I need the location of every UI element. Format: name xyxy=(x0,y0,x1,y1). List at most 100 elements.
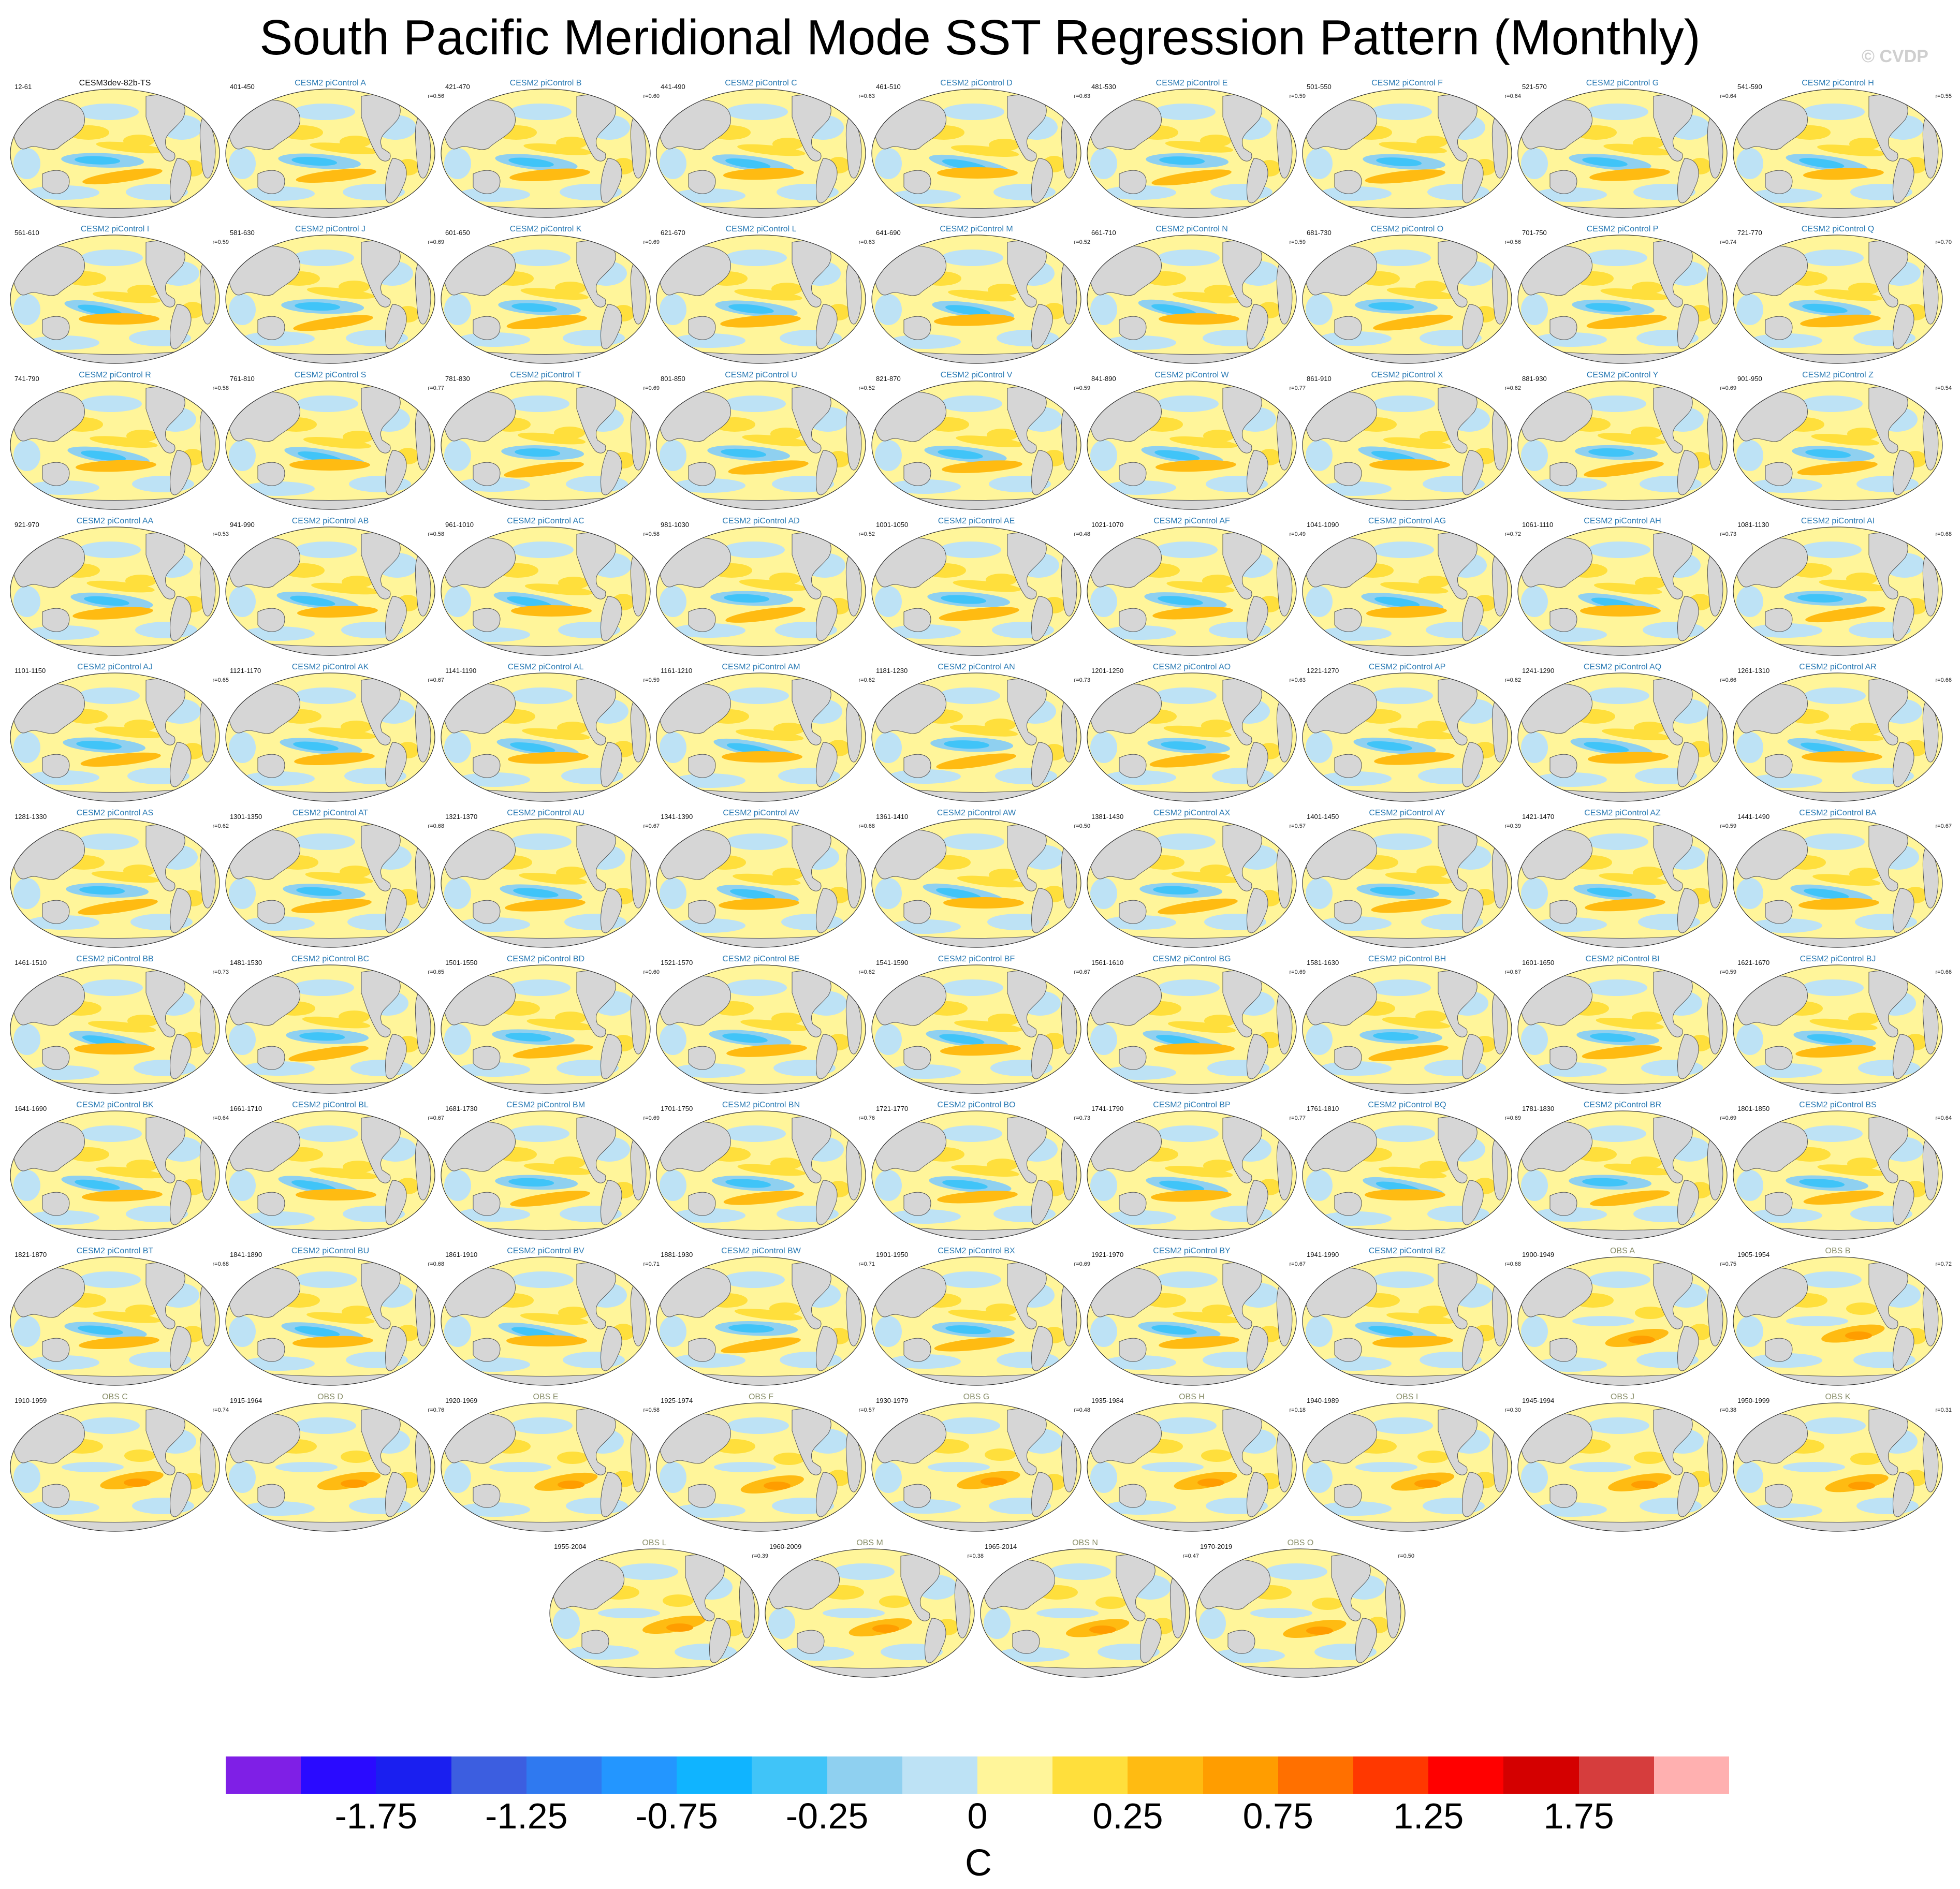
panel-period: 1521-1570 xyxy=(661,959,693,967)
panel-pattern-correlation: r=0.68 xyxy=(212,1261,229,1267)
colorbar-tick-label: 1.25 xyxy=(1393,1796,1464,1836)
panel-pattern-correlation: r=0.73 xyxy=(1720,531,1737,537)
panel-title: CESM2 piControl BB xyxy=(76,955,154,963)
panel-pattern-correlation: r=0.69 xyxy=(428,239,445,245)
colorbar-swatch xyxy=(1578,1756,1655,1794)
panel-period: 761-810 xyxy=(230,375,255,383)
panel-period: 1261-1310 xyxy=(1737,667,1770,675)
panel-period: 721-770 xyxy=(1737,229,1762,237)
panel-period: 481-530 xyxy=(1091,83,1116,91)
panel-pattern-correlation: r=0.55 xyxy=(1935,93,1952,99)
sst-regression-map xyxy=(225,380,435,510)
map-panel: 861-910 CESM2 piControl X r=0.62 xyxy=(1298,368,1521,514)
panel-title: CESM2 piControl X xyxy=(1371,371,1443,379)
sst-regression-map xyxy=(871,1110,1081,1240)
panel-pattern-correlation: r=0.39 xyxy=(752,1553,769,1559)
colorbar-swatch xyxy=(1052,1756,1128,1794)
panel-period: 561-610 xyxy=(14,229,39,237)
sst-regression-map xyxy=(10,1110,220,1240)
map-panel: 481-530 CESM2 piControl E r=0.59 xyxy=(1083,76,1306,222)
panel-pattern-correlation: r=0.76 xyxy=(428,1407,445,1413)
panel-pattern-correlation: r=0.49 xyxy=(1289,531,1306,537)
colorbar-swatch xyxy=(1278,1756,1354,1794)
panel-pattern-correlation: r=0.64 xyxy=(1935,1115,1952,1121)
panel-pattern-correlation: r=0.59 xyxy=(1720,823,1737,829)
panel-period: 701-750 xyxy=(1522,229,1547,237)
map-panel: 1201-1250 CESM2 piControl AO r=0.63 xyxy=(1083,660,1306,806)
panel-title: CESM2 piControl BX xyxy=(938,1247,1015,1255)
panel-pattern-correlation: r=0.67 xyxy=(1935,823,1952,829)
map-panel: 1935-1984 OBS H r=0.18 xyxy=(1083,1389,1306,1535)
sst-regression-map xyxy=(225,964,435,1094)
sst-regression-map xyxy=(980,1548,1190,1678)
panel-title: CESM2 piControl AB xyxy=(291,517,369,525)
sst-regression-map xyxy=(1733,380,1943,510)
panel-period: 1001-1050 xyxy=(876,521,909,529)
sst-regression-map xyxy=(10,672,220,802)
panel-pattern-correlation: r=0.73 xyxy=(212,969,229,975)
panel-title: CESM2 piControl BV xyxy=(507,1247,584,1255)
panel-period: 501-550 xyxy=(1307,83,1332,91)
panel-period: 841-890 xyxy=(1091,375,1116,383)
panel-pattern-correlation: r=0.60 xyxy=(643,93,660,99)
panel-title: CESM2 piControl BA xyxy=(1799,809,1877,817)
panel-title: CESM2 piControl AM xyxy=(722,663,800,671)
panel-pattern-correlation: r=0.59 xyxy=(1289,93,1306,99)
sst-regression-map xyxy=(1302,964,1512,1094)
map-panel: 1121-1170 CESM2 piControl AK r=0.67 xyxy=(222,660,444,806)
panel-period: 661-710 xyxy=(1091,229,1116,237)
panel-pattern-correlation: r=0.58 xyxy=(643,531,660,537)
panel-title: CESM2 piControl R xyxy=(79,371,151,379)
sst-regression-map xyxy=(765,1548,975,1678)
panel-pattern-correlation: r=0.53 xyxy=(212,531,229,537)
panel-title: CESM2 piControl BK xyxy=(76,1101,154,1109)
panel-pattern-correlation: r=0.59 xyxy=(643,677,660,683)
sst-regression-map xyxy=(441,1110,651,1240)
panel-title: CESM2 piControl G xyxy=(1586,79,1659,87)
sst-regression-map xyxy=(1733,1110,1943,1240)
map-panel: 1721-1770 CESM2 piControl BO r=0.73 xyxy=(868,1097,1090,1243)
colorbar-tick-label: -1.25 xyxy=(485,1796,568,1836)
sst-regression-map xyxy=(871,1256,1081,1386)
panel-title: CESM2 piControl BH xyxy=(1368,955,1446,963)
sst-regression-map xyxy=(1302,1256,1512,1386)
map-panel: 441-490 CESM2 piControl C r=0.63 xyxy=(652,76,875,222)
panel-title: CESM2 piControl AX xyxy=(1153,809,1231,817)
sst-regression-map xyxy=(549,1548,759,1678)
map-panel: 841-890 CESM2 piControl W r=0.77 xyxy=(1083,368,1306,514)
map-panel: 921-970 CESM2 piControl AA r=0.53 xyxy=(6,514,229,660)
sst-regression-map xyxy=(1302,526,1512,656)
sst-regression-map xyxy=(871,672,1081,802)
sst-regression-map xyxy=(1733,526,1943,656)
map-panel: 1061-1110 CESM2 piControl AH r=0.73 xyxy=(1514,514,1736,660)
colorbar-swatch xyxy=(451,1756,527,1794)
map-panel: 1965-2014 OBS N r=0.47 xyxy=(976,1535,1199,1681)
panel-title: CESM2 piControl A xyxy=(295,79,366,87)
panel-period: 781-830 xyxy=(445,375,470,383)
panel-pattern-correlation: r=0.73 xyxy=(1074,677,1091,683)
map-panel-grid: 12-61 CESM3dev-82b-TS 401-450 CESM2 piContr… xyxy=(6,76,1952,1681)
panel-period: 1721-1770 xyxy=(876,1105,909,1112)
panel-pattern-correlation: r=0.59 xyxy=(212,239,229,245)
sst-regression-map xyxy=(1733,89,1943,218)
panel-period: 961-1010 xyxy=(445,521,474,529)
panel-period: 601-650 xyxy=(445,229,470,237)
panel-pattern-correlation: r=0.67 xyxy=(428,1115,445,1121)
panel-title: CESM2 piControl I xyxy=(80,225,150,233)
sst-regression-map xyxy=(1302,1110,1512,1240)
panel-pattern-correlation: r=0.77 xyxy=(1289,385,1306,391)
panel-pattern-correlation: r=0.69 xyxy=(1289,969,1306,975)
panel-pattern-correlation: r=0.57 xyxy=(1289,823,1306,829)
sst-regression-map xyxy=(1302,235,1512,364)
colorbar-swatch xyxy=(526,1756,602,1794)
panel-period: 1301-1350 xyxy=(230,813,262,821)
panel-period: 1321-1370 xyxy=(445,813,478,821)
map-panel: 1081-1130 CESM2 piControl AI r=0.68 xyxy=(1729,514,1952,660)
map-panel: 1915-1964 OBS D r=0.76 xyxy=(222,1389,444,1535)
panel-title: CESM2 piControl AT xyxy=(292,809,369,817)
panel-period: 12-61 xyxy=(14,83,32,91)
sst-regression-map xyxy=(441,1256,651,1386)
map-panel: 561-610 CESM2 piControl I r=0.59 xyxy=(6,222,229,368)
panel-title: CESM2 piControl D xyxy=(940,79,1013,87)
panel-pattern-correlation: r=0.63 xyxy=(858,239,875,245)
